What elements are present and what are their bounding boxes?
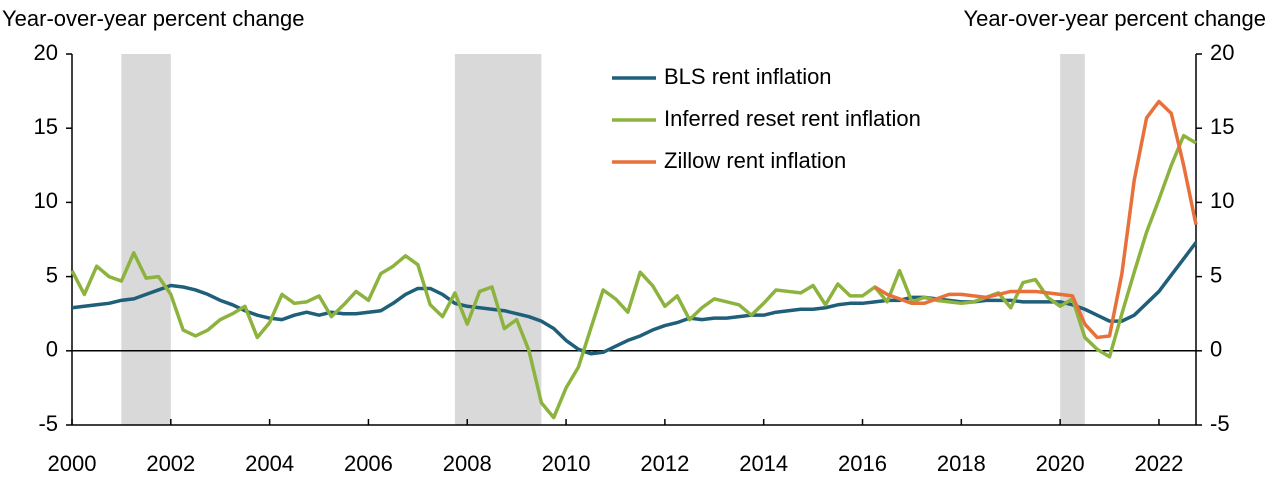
y2-tick-label: -5: [1210, 411, 1230, 436]
x-tick-label: 2018: [937, 451, 986, 476]
x-tick-label: 2000: [48, 451, 97, 476]
x-tick-label: 2002: [146, 451, 195, 476]
x-tick-label: 2004: [245, 451, 294, 476]
y-tick-label: -5: [38, 411, 58, 436]
y2-tick-label: 5: [1210, 262, 1222, 287]
y-tick-label: 20: [34, 40, 58, 65]
y-tick-label: 10: [34, 188, 58, 213]
x-tick-label: 2016: [838, 451, 887, 476]
x-tick-label: 2014: [739, 451, 788, 476]
series-line: [873, 99, 1198, 340]
series-line: [70, 133, 1197, 420]
legend-label: Inferred reset rent inflation: [664, 106, 921, 131]
series-line: [71, 241, 1198, 356]
recession-band: [454, 54, 542, 425]
y-tick-label: 0: [46, 337, 58, 362]
x-tick-label: 2006: [344, 451, 393, 476]
y2-tick-label: 0: [1210, 337, 1222, 362]
recession-band: [121, 54, 171, 425]
recession-band: [1060, 54, 1085, 425]
x-tick-label: 2022: [1134, 451, 1183, 476]
x-tick-label: 2008: [443, 451, 492, 476]
y2-tick-label: 15: [1210, 114, 1234, 139]
y-tick-label: 5: [46, 262, 58, 287]
y2-tick-label: 20: [1210, 40, 1234, 65]
legend-label: BLS rent inflation: [664, 64, 832, 89]
y2-axis-label: Year-over-year percent change: [964, 6, 1266, 31]
y-axis-label: Year-over-year percent change: [2, 6, 304, 31]
x-tick-label: 2012: [640, 451, 689, 476]
y2-tick-label: 10: [1210, 188, 1234, 213]
y-tick-label: 15: [34, 114, 58, 139]
x-tick-label: 2020: [1036, 451, 1085, 476]
x-tick-label: 2010: [542, 451, 591, 476]
legend-label: Zillow rent inflation: [664, 148, 846, 173]
